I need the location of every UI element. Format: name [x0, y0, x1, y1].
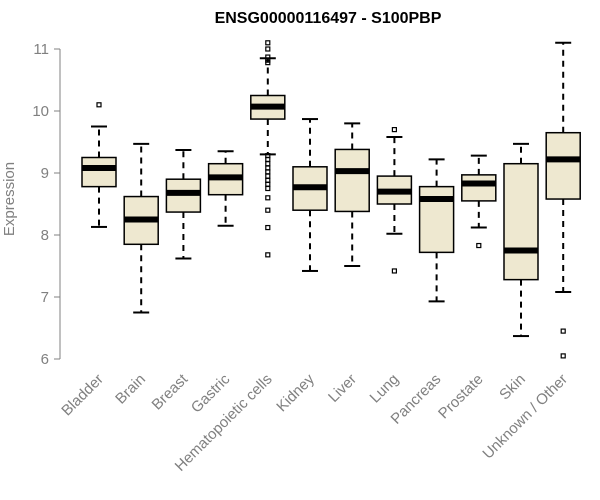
outlier-point: [265, 161, 271, 167]
outlier-point: [560, 328, 566, 334]
y-axis: 6 7 8 9 10 11: [32, 41, 61, 368]
outlier-point: [391, 126, 397, 133]
outlier-point: [265, 60, 271, 66]
outlier-point: [265, 195, 271, 201]
box-lung: [376, 126, 413, 274]
iqr-box: [81, 156, 117, 188]
outlier-point: [96, 102, 102, 108]
x-tick-label: Skin: [496, 371, 529, 404]
box-prostate: [461, 154, 497, 249]
outlier-point: [265, 185, 271, 192]
y-tick-label: 9: [41, 165, 49, 182]
outlier-point: [265, 224, 271, 231]
y-tick-label: 6: [41, 351, 49, 368]
outlier-point: [391, 268, 397, 274]
chart-title: ENSG00000116497 - S100PBP: [215, 10, 442, 27]
y-axis-label: Expression: [1, 162, 18, 236]
box-unknown-other: [545, 41, 581, 359]
box-brain: [123, 142, 159, 314]
iqr-box: [545, 131, 581, 200]
y-tick-label: 11: [33, 41, 49, 58]
box-hematopoietic-cells: [250, 40, 286, 258]
x-tick-label: Kidney: [273, 370, 318, 415]
iqr-box: [503, 162, 539, 281]
x-tick-label: Lung: [367, 371, 403, 407]
x-tick-label: Brain: [112, 371, 149, 408]
box-liver: [334, 122, 370, 267]
outlier-point: [476, 242, 482, 249]
box-gastric: [207, 150, 244, 227]
outlier-point: [265, 46, 271, 52]
outlier-point: [265, 207, 271, 213]
y-tick-label: 8: [41, 227, 49, 244]
boxes-group: [81, 40, 581, 359]
outlier-point: [265, 40, 271, 46]
iqr-box: [461, 174, 497, 202]
x-tick-label: Prostate: [435, 371, 487, 423]
box-pancreas: [418, 158, 455, 303]
x-tick-label: Bladder: [58, 371, 107, 420]
outlier-point: [560, 353, 566, 359]
outlier-point: [265, 173, 271, 179]
x-tick-label: Breast: [149, 370, 192, 413]
iqr-box: [334, 148, 370, 213]
outlier-point: [265, 252, 271, 258]
y-tick-label: 7: [41, 289, 49, 306]
y-tick-label: 10: [32, 103, 49, 120]
box-kidney: [292, 118, 328, 272]
box-bladder: [81, 102, 117, 228]
x-tick-label: Liver: [325, 371, 360, 406]
box-skin: [503, 142, 539, 338]
box-breast: [165, 149, 202, 260]
outlier-point: [265, 54, 271, 60]
